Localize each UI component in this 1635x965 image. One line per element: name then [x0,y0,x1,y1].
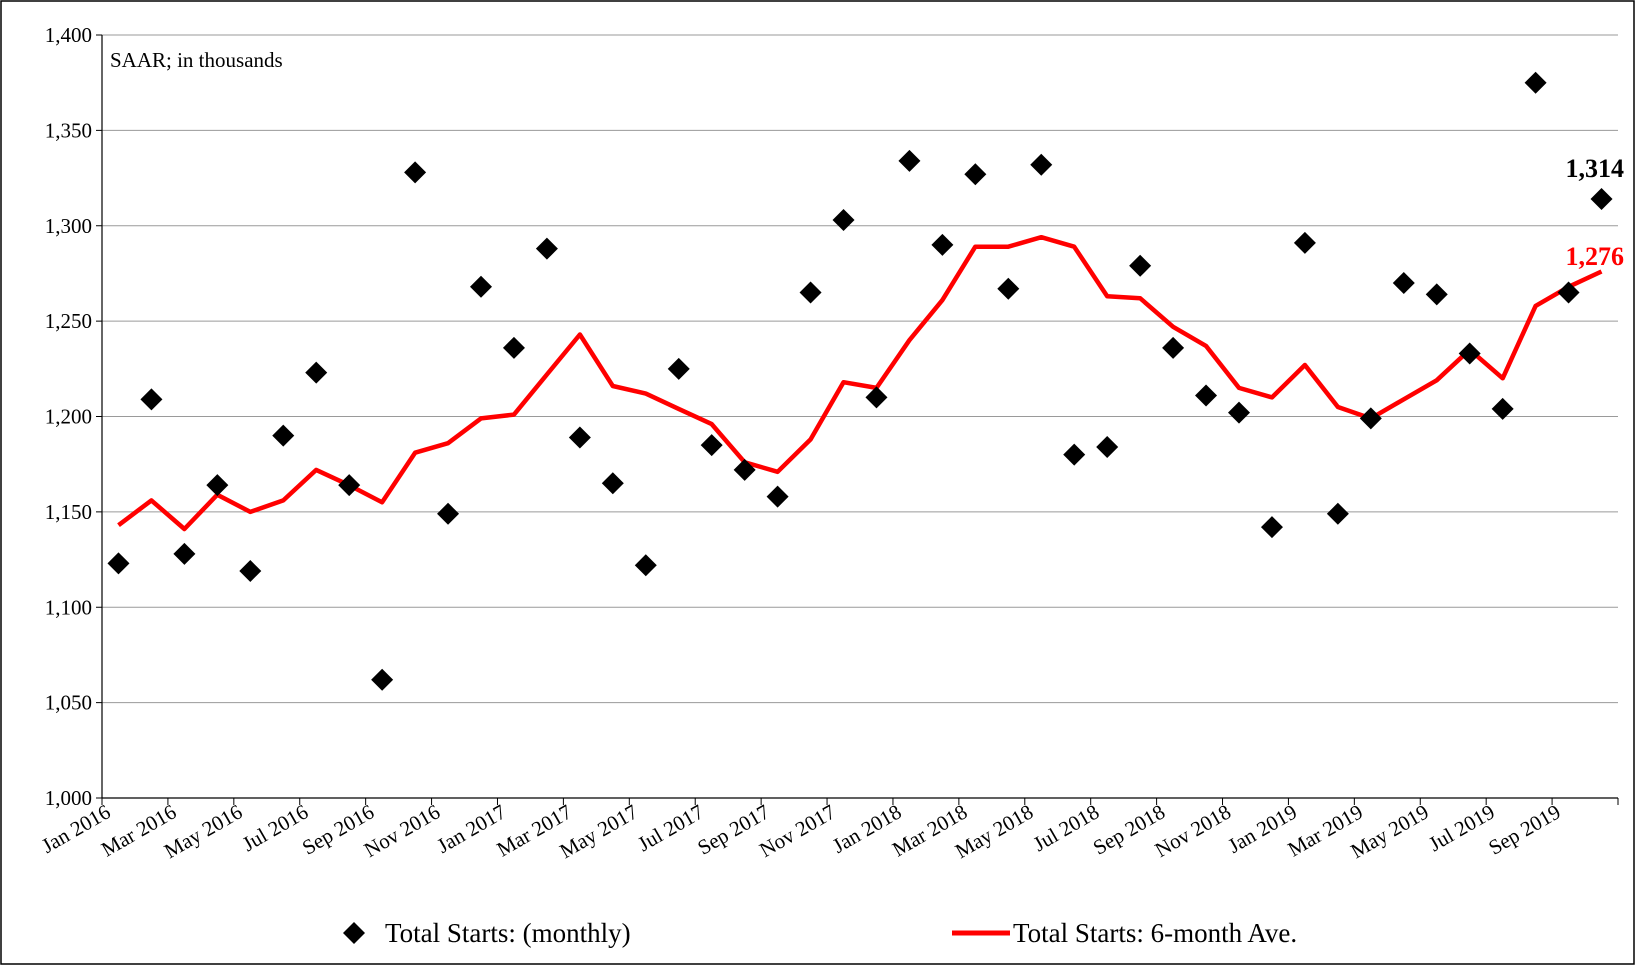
data-point-monthly [1195,384,1218,407]
data-point-monthly [634,554,657,577]
data-point-monthly [1392,271,1415,294]
data-point-monthly [1557,281,1580,304]
data-point-monthly [931,233,954,256]
data-point-monthly [1590,188,1613,211]
y-tick-label: 1,350 [45,118,92,142]
data-point-monthly [1359,407,1382,430]
y-tick-label: 1,250 [45,309,92,333]
chart-annotation: SAAR; in thousands [110,48,283,72]
data-point-monthly [1458,342,1481,365]
data-point-monthly [997,277,1020,300]
data-point-monthly [535,237,558,260]
data-point-monthly [239,560,262,583]
data-point-monthly [865,386,888,409]
data-point-monthly [766,485,789,508]
data-point-monthly [305,361,328,384]
average-series [117,234,1603,532]
data-point-monthly [173,542,196,565]
data-point-monthly [107,552,130,575]
data-point-monthly [404,161,427,184]
data-point-monthly [667,357,690,380]
data-point-monthly [206,474,229,497]
monthly-series [107,71,1613,691]
data-point-monthly [338,474,361,497]
series-line-average [117,234,1603,532]
legend: Total Starts: (monthly) Total Starts: 6-… [343,918,1297,948]
data-point-monthly [437,502,460,525]
data-point-monthly [1096,436,1119,459]
data-point-monthly [964,163,987,186]
data-point-monthly [799,281,822,304]
data-point-monthly [832,209,855,232]
data-point-monthly [733,458,756,481]
data-point-monthly [371,668,394,691]
end-label-monthly: 1,314 [1566,154,1625,183]
data-point-monthly [568,426,591,449]
data-point-monthly [470,275,492,298]
y-tick-label: 1,100 [45,595,92,619]
gridlines [102,34,1618,704]
data-point-monthly [1030,153,1053,176]
data-point-monthly [1326,502,1349,525]
y-tick-label: 1,150 [45,500,92,524]
data-point-monthly [1293,231,1316,254]
data-point-monthly [1260,516,1283,539]
y-tick-label: 1,300 [45,214,92,238]
end-label-average: 1,276 [1566,242,1625,271]
legend-diamond-icon [343,922,365,944]
data-point-monthly [1162,336,1185,359]
data-point-monthly [601,472,624,495]
y-tick-label: 1,400 [45,23,92,47]
data-point-monthly [1425,283,1448,306]
data-point-monthly [272,424,295,447]
data-point-monthly [700,434,723,457]
data-point-monthly [1228,401,1250,424]
y-tick-label: 1,000 [45,786,92,810]
data-point-monthly [1491,397,1514,420]
y-tick-label: 1,050 [45,691,92,715]
data-point-monthly [1129,254,1152,277]
data-point-monthly [1524,71,1547,94]
data-point-monthly [898,149,921,172]
data-point-monthly [1063,443,1086,466]
data-point-monthly [502,336,525,359]
data-point-monthly [140,388,163,411]
y-tick-label: 1,200 [45,405,92,429]
legend-label-average: Total Starts: 6-month Ave. [1013,918,1297,948]
legend-label-monthly: Total Starts: (monthly) [385,918,631,948]
